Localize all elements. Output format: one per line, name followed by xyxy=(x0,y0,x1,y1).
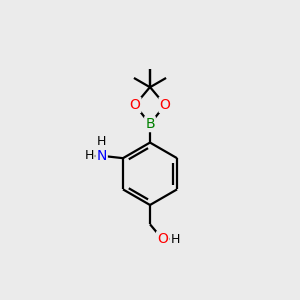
Text: H: H xyxy=(97,135,106,148)
Text: H: H xyxy=(84,149,94,162)
Text: O: O xyxy=(130,98,140,112)
Text: O: O xyxy=(160,98,170,112)
Text: N: N xyxy=(96,149,107,163)
Text: B: B xyxy=(145,117,155,131)
Text: H: H xyxy=(170,233,180,246)
Text: O: O xyxy=(157,232,168,246)
